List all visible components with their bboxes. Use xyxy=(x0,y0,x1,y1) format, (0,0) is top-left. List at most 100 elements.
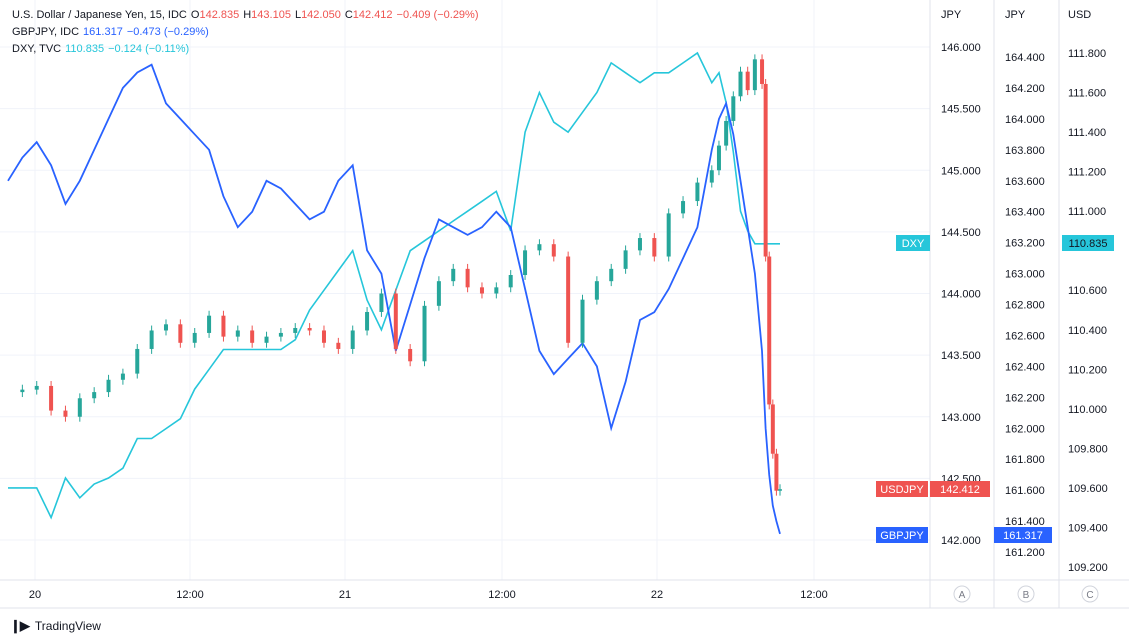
usdjpy-candle xyxy=(763,83,768,257)
y-tick-label-c: 110.600 xyxy=(1068,285,1107,297)
y-tick-label-a: 145.000 xyxy=(941,165,981,177)
usdjpy-candle xyxy=(494,287,499,294)
y-tick-label-b: 161.200 xyxy=(1005,547,1045,559)
usdjpy-candle xyxy=(609,268,614,282)
dxy-badge: DXY 110.835 xyxy=(896,235,1114,251)
usdjpy-candle xyxy=(192,332,197,343)
axis-b-button[interactable]: B xyxy=(1017,585,1035,603)
legend-c-value: 142.412 xyxy=(352,9,393,21)
axis-c-button[interactable]: C xyxy=(1081,585,1099,603)
gbpjpy-badge: GBPJPY 161.317 xyxy=(876,527,1052,543)
y-tick-label-c: 111.000 xyxy=(1068,206,1106,218)
usdjpy-candle xyxy=(774,453,779,491)
legend-row-gbpjpy[interactable]: GBPJPY, IDC 161.317 −0.473 (−0.29%) xyxy=(12,24,213,40)
y-tick-label-b: 163.000 xyxy=(1005,269,1045,281)
y-tick-label-b: 163.400 xyxy=(1005,207,1045,219)
usdjpy-candle xyxy=(594,281,599,300)
usdjpy-candle xyxy=(745,71,750,91)
usdjpy-badge-value: 142.412 xyxy=(940,484,980,496)
y-tick-label-c: 109.200 xyxy=(1068,562,1108,574)
usdjpy-candle xyxy=(379,293,384,312)
usdjpy-candle xyxy=(537,244,542,251)
legend-gbpjpy-value: 161.317 xyxy=(83,26,123,38)
usdjpy-candle xyxy=(778,489,782,491)
y-tick-label-c: 110.200 xyxy=(1068,364,1107,376)
usdjpy-candle xyxy=(365,311,370,331)
usdjpy-candle xyxy=(738,71,743,97)
y-tick-label-b: 162.400 xyxy=(1005,361,1045,373)
axis-b-header: JPY xyxy=(1005,9,1026,21)
usdjpy-candle xyxy=(207,315,212,333)
usdjpy-candle xyxy=(422,305,427,362)
x-tick-label: 12:00 xyxy=(488,589,516,601)
y-tick-label-c: 109.600 xyxy=(1068,483,1108,495)
usdjpy-candle xyxy=(623,250,628,269)
x-tick-label: 20 xyxy=(29,589,41,601)
usdjpy-candle xyxy=(34,385,39,390)
axis-b-button-label: B xyxy=(1023,590,1030,601)
usdjpy-candle xyxy=(580,299,585,343)
y-tick-label-b: 163.200 xyxy=(1005,238,1045,250)
y-tick-label-c: 109.400 xyxy=(1068,522,1108,534)
legend-c-label: C xyxy=(344,9,353,21)
y-tick-label-b: 161.600 xyxy=(1005,485,1045,497)
legend-h-value: 143.105 xyxy=(251,9,291,21)
usdjpy-candle xyxy=(135,348,140,374)
x-tick-label: 22 xyxy=(651,589,663,601)
legend-l-label: L xyxy=(294,9,302,21)
legend-usdjpy-change: −0.409 (−0.29%) xyxy=(396,9,479,21)
axis-a-button[interactable]: A xyxy=(953,585,971,603)
series-layer xyxy=(7,51,782,535)
usdjpy-candle xyxy=(551,244,556,257)
usdjpy-candle xyxy=(92,392,97,399)
y-tick-label-c: 111.200 xyxy=(1068,167,1106,179)
legend-o-value: 142.835 xyxy=(199,9,240,21)
usdjpy-candle xyxy=(63,410,68,417)
y-tick-label-a: 143.500 xyxy=(941,350,981,362)
usdjpy-candle xyxy=(264,336,269,343)
x-axis-ticks: 20 12:00 21 12:00 22 12:00 xyxy=(29,589,828,601)
usdjpy-candle xyxy=(293,328,298,333)
y-tick-label-c: 111.600 xyxy=(1068,88,1106,100)
usdjpy-candle xyxy=(49,385,54,411)
usdjpy-candle xyxy=(523,250,528,276)
y-tick-label-b: 161.800 xyxy=(1005,454,1045,466)
usdjpy-candle xyxy=(163,324,168,331)
usdjpy-candle xyxy=(77,398,82,417)
y-tick-label-c: 111.800 xyxy=(1068,48,1106,60)
y-tick-label-b: 163.800 xyxy=(1005,145,1045,157)
legend-row-dxy[interactable]: DXY, TVC 110.835 −0.124 (−0.11%) xyxy=(12,41,193,57)
y-tick-label-b: 161.400 xyxy=(1005,516,1045,528)
usdjpy-candle xyxy=(770,404,775,454)
x-tick-label: 12:00 xyxy=(800,589,828,601)
usdjpy-candle xyxy=(767,256,772,405)
footer-brand[interactable]: TradingView xyxy=(34,619,101,633)
legend-dxy-change: −0.124 (−0.11%) xyxy=(108,43,190,55)
usdjpy-candle xyxy=(451,268,456,282)
usdjpy-candle xyxy=(465,268,470,288)
y-tick-label-b: 162.800 xyxy=(1005,300,1045,312)
y-tick-label-a: 144.000 xyxy=(941,289,981,301)
usdjpy-candle xyxy=(408,348,413,362)
axis-a-button-label: A xyxy=(959,590,966,601)
usdjpy-candle xyxy=(106,379,111,393)
legend-usdjpy-name: U.S. Dollar / Japanese Yen, 15, IDC xyxy=(12,9,187,21)
usdjpy-candle xyxy=(724,120,729,146)
legend-gbpjpy-name: GBPJPY, IDC xyxy=(12,26,80,38)
usdjpy-badge-label: USDJPY xyxy=(880,484,924,496)
usdjpy-candle xyxy=(709,170,714,183)
y-tick-label-b: 164.400 xyxy=(1005,52,1045,64)
y-tick-label-b: 162.000 xyxy=(1005,423,1045,435)
usdjpy-candle xyxy=(350,330,355,349)
y-tick-label-b: 164.000 xyxy=(1005,114,1045,126)
y-tick-label-b: 163.600 xyxy=(1005,176,1045,188)
legend-row-usdjpy[interactable]: U.S. Dollar / Japanese Yen, 15, IDC O142.… xyxy=(12,7,483,23)
gbpjpy-badge-label: GBPJPY xyxy=(880,530,924,542)
y-tick-label-a: 144.500 xyxy=(941,227,981,239)
footer: ❙▶ TradingView xyxy=(10,618,101,634)
tradingview-logo-icon[interactable]: ❙▶ xyxy=(10,618,30,633)
usdjpy-candle xyxy=(666,213,671,257)
usdjpy-candle xyxy=(393,293,398,349)
axis-c-header: USD xyxy=(1068,9,1091,21)
